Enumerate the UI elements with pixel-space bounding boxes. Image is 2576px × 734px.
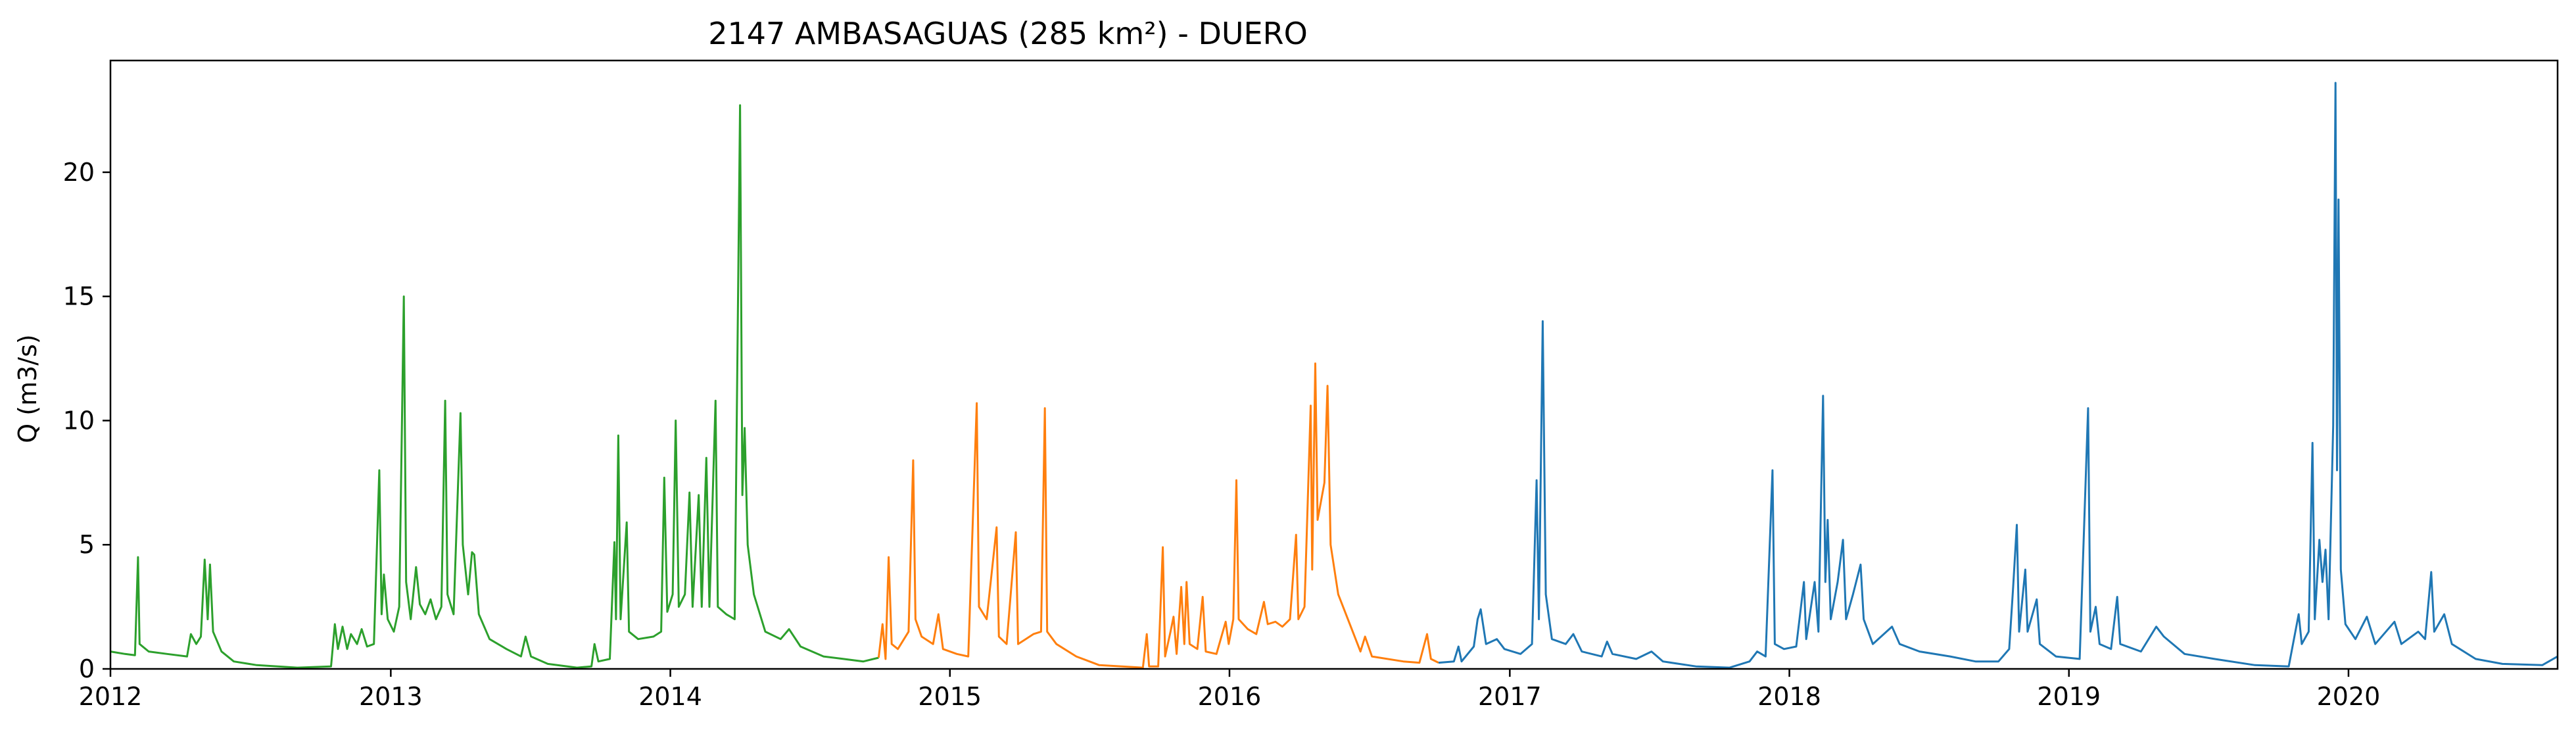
x-tick-label: 2015 xyxy=(918,682,982,711)
series-layer xyxy=(110,82,2558,669)
y-tick-label: 10 xyxy=(63,406,95,435)
x-tick-label: 2018 xyxy=(1757,682,1821,711)
chart-title: 2147 AMBASAGUAS (285 km²) - DUERO xyxy=(708,16,1308,51)
series-line-2 xyxy=(877,362,1439,669)
x-tick-label: 2016 xyxy=(1198,682,1262,711)
x-tick-label: 2019 xyxy=(2037,682,2101,711)
x-tick-label: 2020 xyxy=(2317,682,2381,711)
y-axis-ticks: 0 5 10 15 20 xyxy=(63,158,110,683)
series-line-3 xyxy=(1438,82,2558,669)
y-tick-label: 20 xyxy=(63,158,95,187)
x-axis-ticks: 2012 2013 2014 2015 2016 2017 2018 2019 2020 xyxy=(79,669,2381,711)
x-tick-label: 2017 xyxy=(1478,682,1542,711)
y-tick-label: 0 xyxy=(79,654,95,683)
series-line-1 xyxy=(110,104,879,669)
x-tick-label: 2013 xyxy=(359,682,423,711)
y-axis-label: Q (m3/s) xyxy=(13,334,42,443)
x-tick-label: 2012 xyxy=(79,682,143,711)
plot-frame xyxy=(109,59,2559,670)
y-tick-label: 5 xyxy=(79,530,95,559)
y-tick-label: 15 xyxy=(63,282,95,311)
x-tick-label: 2014 xyxy=(638,682,702,711)
